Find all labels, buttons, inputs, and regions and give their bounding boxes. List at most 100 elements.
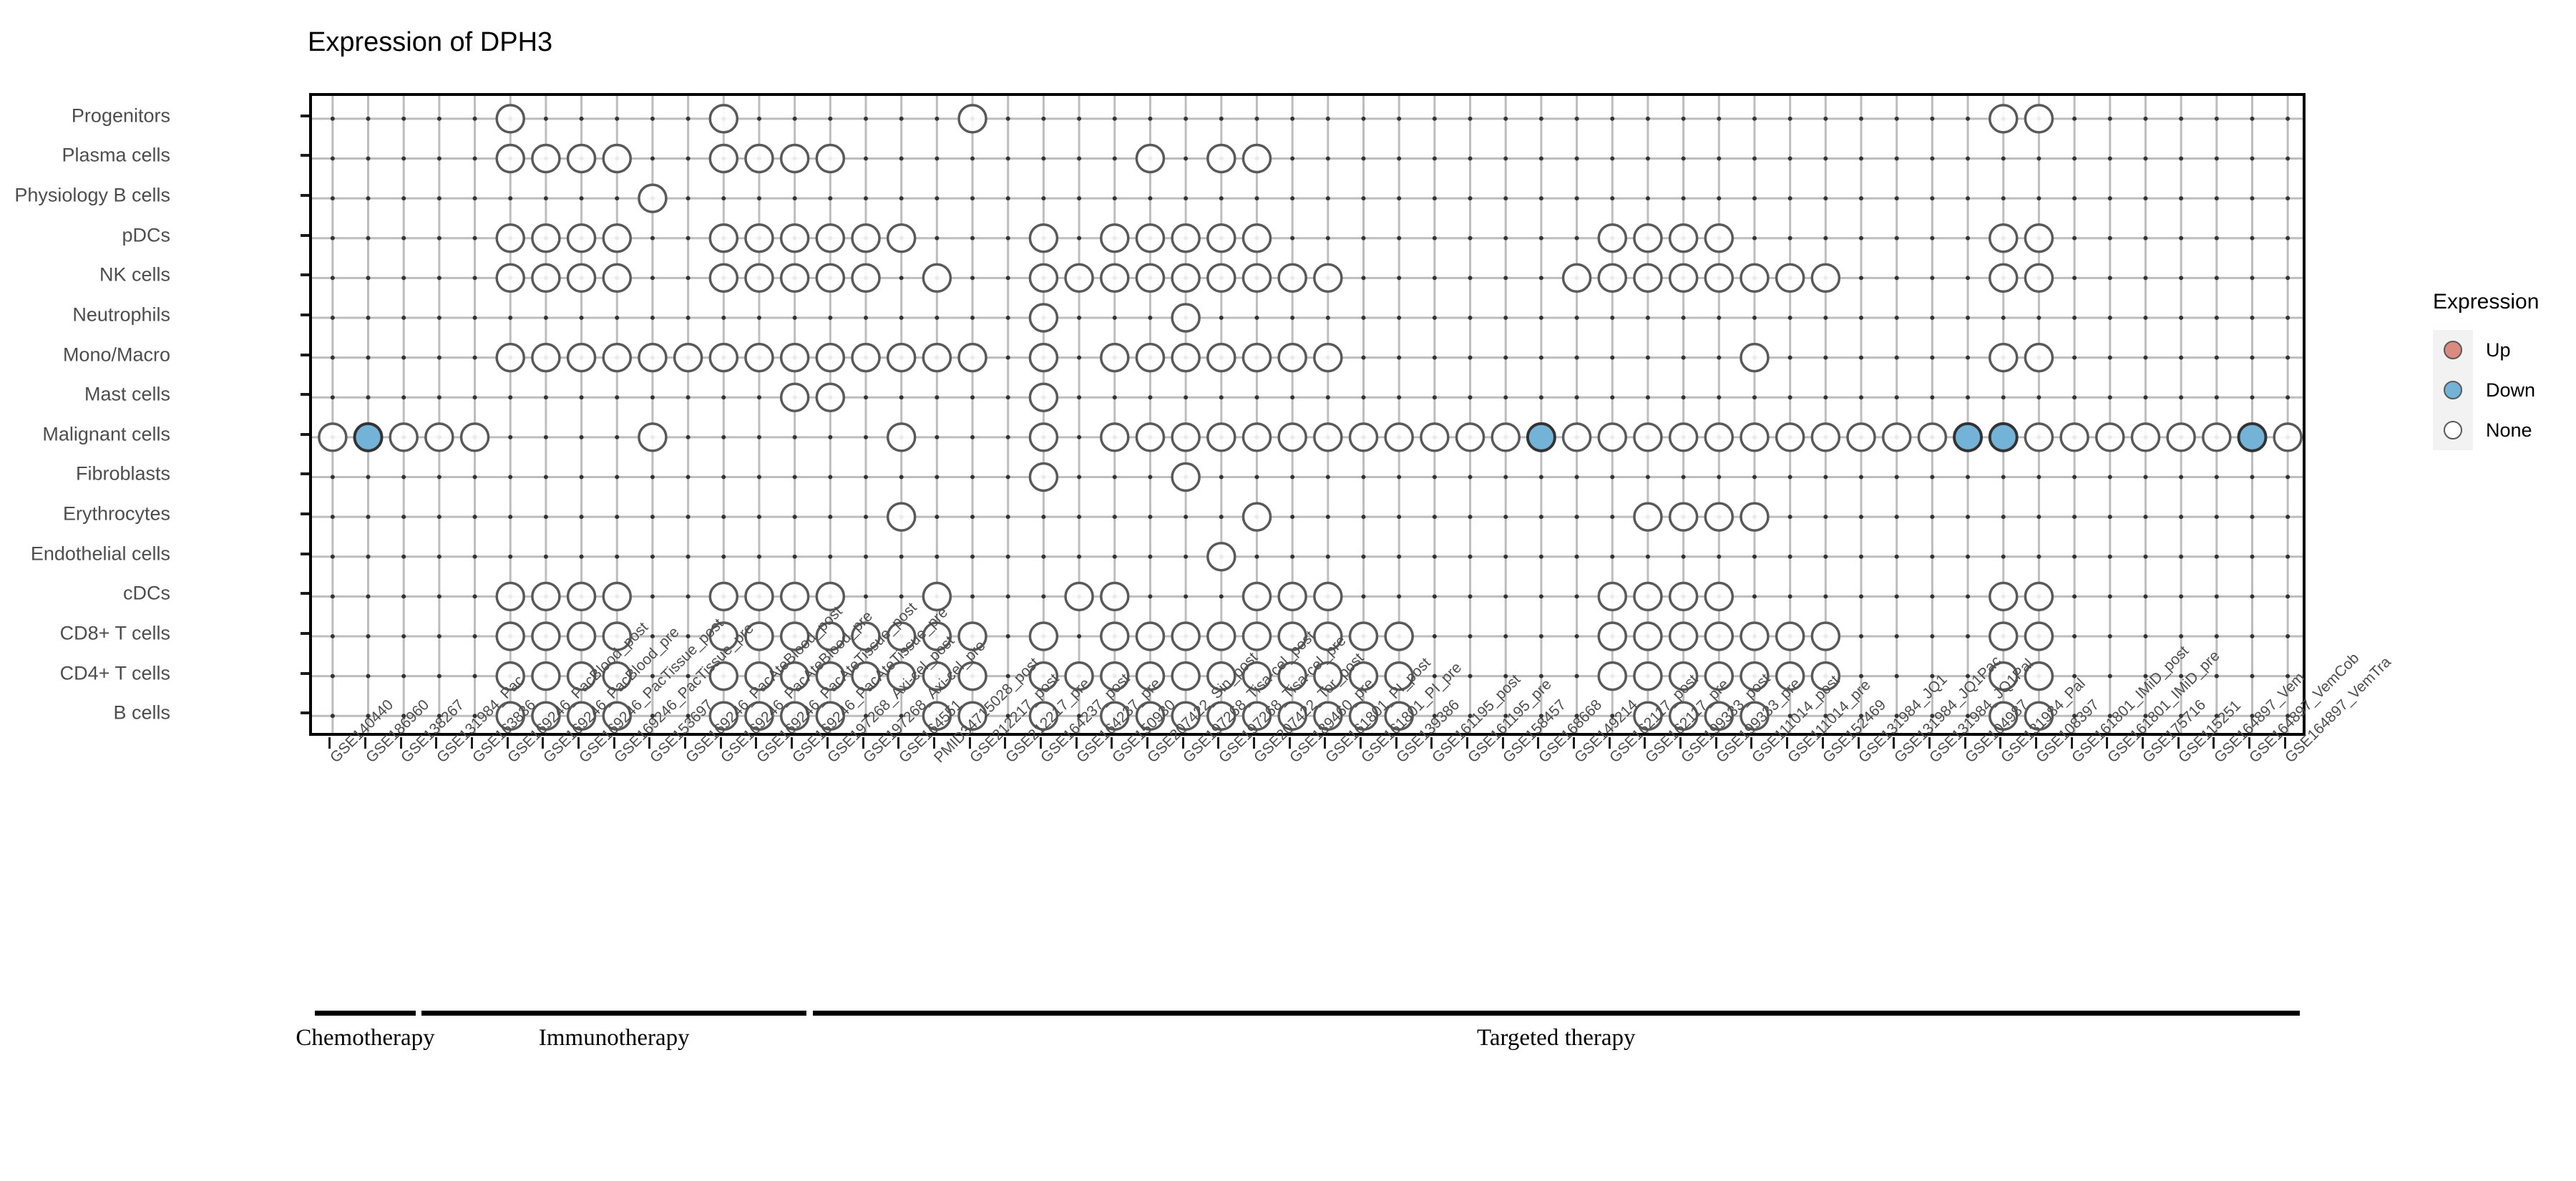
y-axis-label-endothelial-cells: Endothelial cells [30, 543, 170, 565]
x-tick [1608, 737, 1611, 749]
x-tick [364, 737, 367, 749]
y-tick [301, 313, 309, 316]
x-tick [1679, 737, 1682, 749]
y-axis-label-mono-macro: Mono/Macro [62, 344, 170, 366]
x-tick [613, 737, 615, 749]
x-tick [1928, 737, 1931, 749]
group-label-targeted-therapy: Targeted therapy [1476, 1025, 1636, 1051]
x-tick [1573, 737, 1576, 749]
legend-item-up[interactable]: Up [2433, 330, 2576, 370]
x-tick [2034, 737, 2037, 749]
x-tick [932, 737, 935, 749]
x-tick [1430, 737, 1433, 749]
y-axis-label-physiology-b-cells: Physiology B cells [14, 184, 170, 206]
x-tick [2248, 737, 2250, 749]
group-label-chemotherapy: Chemotherapy [296, 1025, 435, 1051]
y-tick [301, 512, 309, 516]
y-axis-label-plasma-cells: Plasma cells [62, 144, 170, 166]
legend-dot-up-icon [2444, 341, 2462, 359]
plot-panel [309, 93, 2306, 736]
legend-label: None [2486, 419, 2532, 441]
x-tick [1750, 737, 1753, 749]
y-axis-label-nk-cells: NK cells [99, 263, 170, 286]
y-axis-label-cd4-t-cells: CD4+ T cells [59, 662, 170, 684]
x-tick [648, 737, 651, 749]
x-tick [2070, 737, 2073, 749]
legend-key [2433, 370, 2473, 410]
x-tick [1963, 737, 1966, 749]
dotplot-canvas [312, 96, 2303, 733]
x-tick [1501, 737, 1504, 749]
y-tick [301, 273, 309, 277]
x-tick [968, 737, 971, 749]
x-tick [1039, 737, 1042, 749]
x-tick [577, 737, 580, 749]
y-tick [301, 154, 309, 157]
x-tick [1004, 737, 1007, 749]
legend-dot-down-icon [2444, 381, 2462, 399]
group-bar-targeted-therapy [812, 1011, 2300, 1016]
x-tick [471, 737, 474, 749]
y-tick [301, 194, 309, 198]
legend-label: Down [2486, 379, 2536, 401]
x-tick [897, 737, 900, 749]
x-tick [1537, 737, 1540, 749]
x-tick [328, 737, 331, 749]
x-tick [1857, 737, 1860, 749]
legend-title: Expression [2433, 290, 2540, 314]
x-tick [1999, 737, 2002, 749]
group-bar-immunotherapy [421, 1011, 807, 1016]
x-tick [1252, 737, 1255, 749]
legend-key [2433, 410, 2473, 450]
x-tick [826, 737, 829, 749]
x-tick [2106, 737, 2109, 749]
y-axis-label-cdcs: cDCs [123, 582, 170, 604]
x-tick [1181, 737, 1184, 749]
x-tick [1821, 737, 1824, 749]
y-tick [301, 552, 309, 555]
legend-dot-none-icon [2444, 421, 2462, 439]
y-axis-label-progenitors: Progenitors [71, 105, 170, 127]
y-tick [301, 393, 309, 397]
y-axis: Progenitors Plasma cells Physiology B cell… [0, 0, 309, 1181]
x-tick [719, 737, 722, 749]
x-tick [1786, 737, 1789, 749]
x-tick [1360, 737, 1362, 749]
group-label-immunotherapy: Immunotherapy [538, 1025, 690, 1051]
x-tick [2177, 737, 2180, 749]
y-axis-label-mast-cells: Mast cells [84, 383, 170, 405]
x-tick [2212, 737, 2215, 749]
x-tick [1324, 737, 1327, 749]
x-tick [1111, 737, 1113, 749]
x-tick [1075, 737, 1078, 749]
x-tick [1395, 737, 1397, 749]
legend: Expression Up Down None [2433, 290, 2576, 450]
y-tick [301, 233, 309, 237]
page-title: Expression of DPH3 [308, 27, 553, 57]
x-tick [2283, 737, 2286, 749]
x-tick [2141, 737, 2144, 749]
group-bar-chemotherapy [315, 1011, 416, 1016]
y-tick [301, 671, 309, 675]
legend-key [2433, 330, 2473, 370]
x-tick [1714, 737, 1717, 749]
x-tick [1644, 737, 1646, 749]
x-tick [1146, 737, 1148, 749]
x-tick [399, 737, 402, 749]
legend-item-down[interactable]: Down [2433, 370, 2576, 410]
x-tick [542, 737, 545, 749]
x-tick [862, 737, 864, 749]
y-axis-label-pdcs: pDCs [122, 224, 170, 246]
x-tick [1466, 737, 1469, 749]
x-tick [1217, 737, 1220, 749]
x-tick [506, 737, 509, 749]
x-tick [1893, 737, 1896, 749]
x-tick [1288, 737, 1291, 749]
y-tick [301, 592, 309, 596]
x-tick [684, 737, 687, 749]
legend-label: Up [2486, 339, 2511, 361]
y-tick [301, 432, 309, 436]
x-tick [435, 737, 438, 749]
legend-item-none[interactable]: None [2433, 410, 2576, 450]
